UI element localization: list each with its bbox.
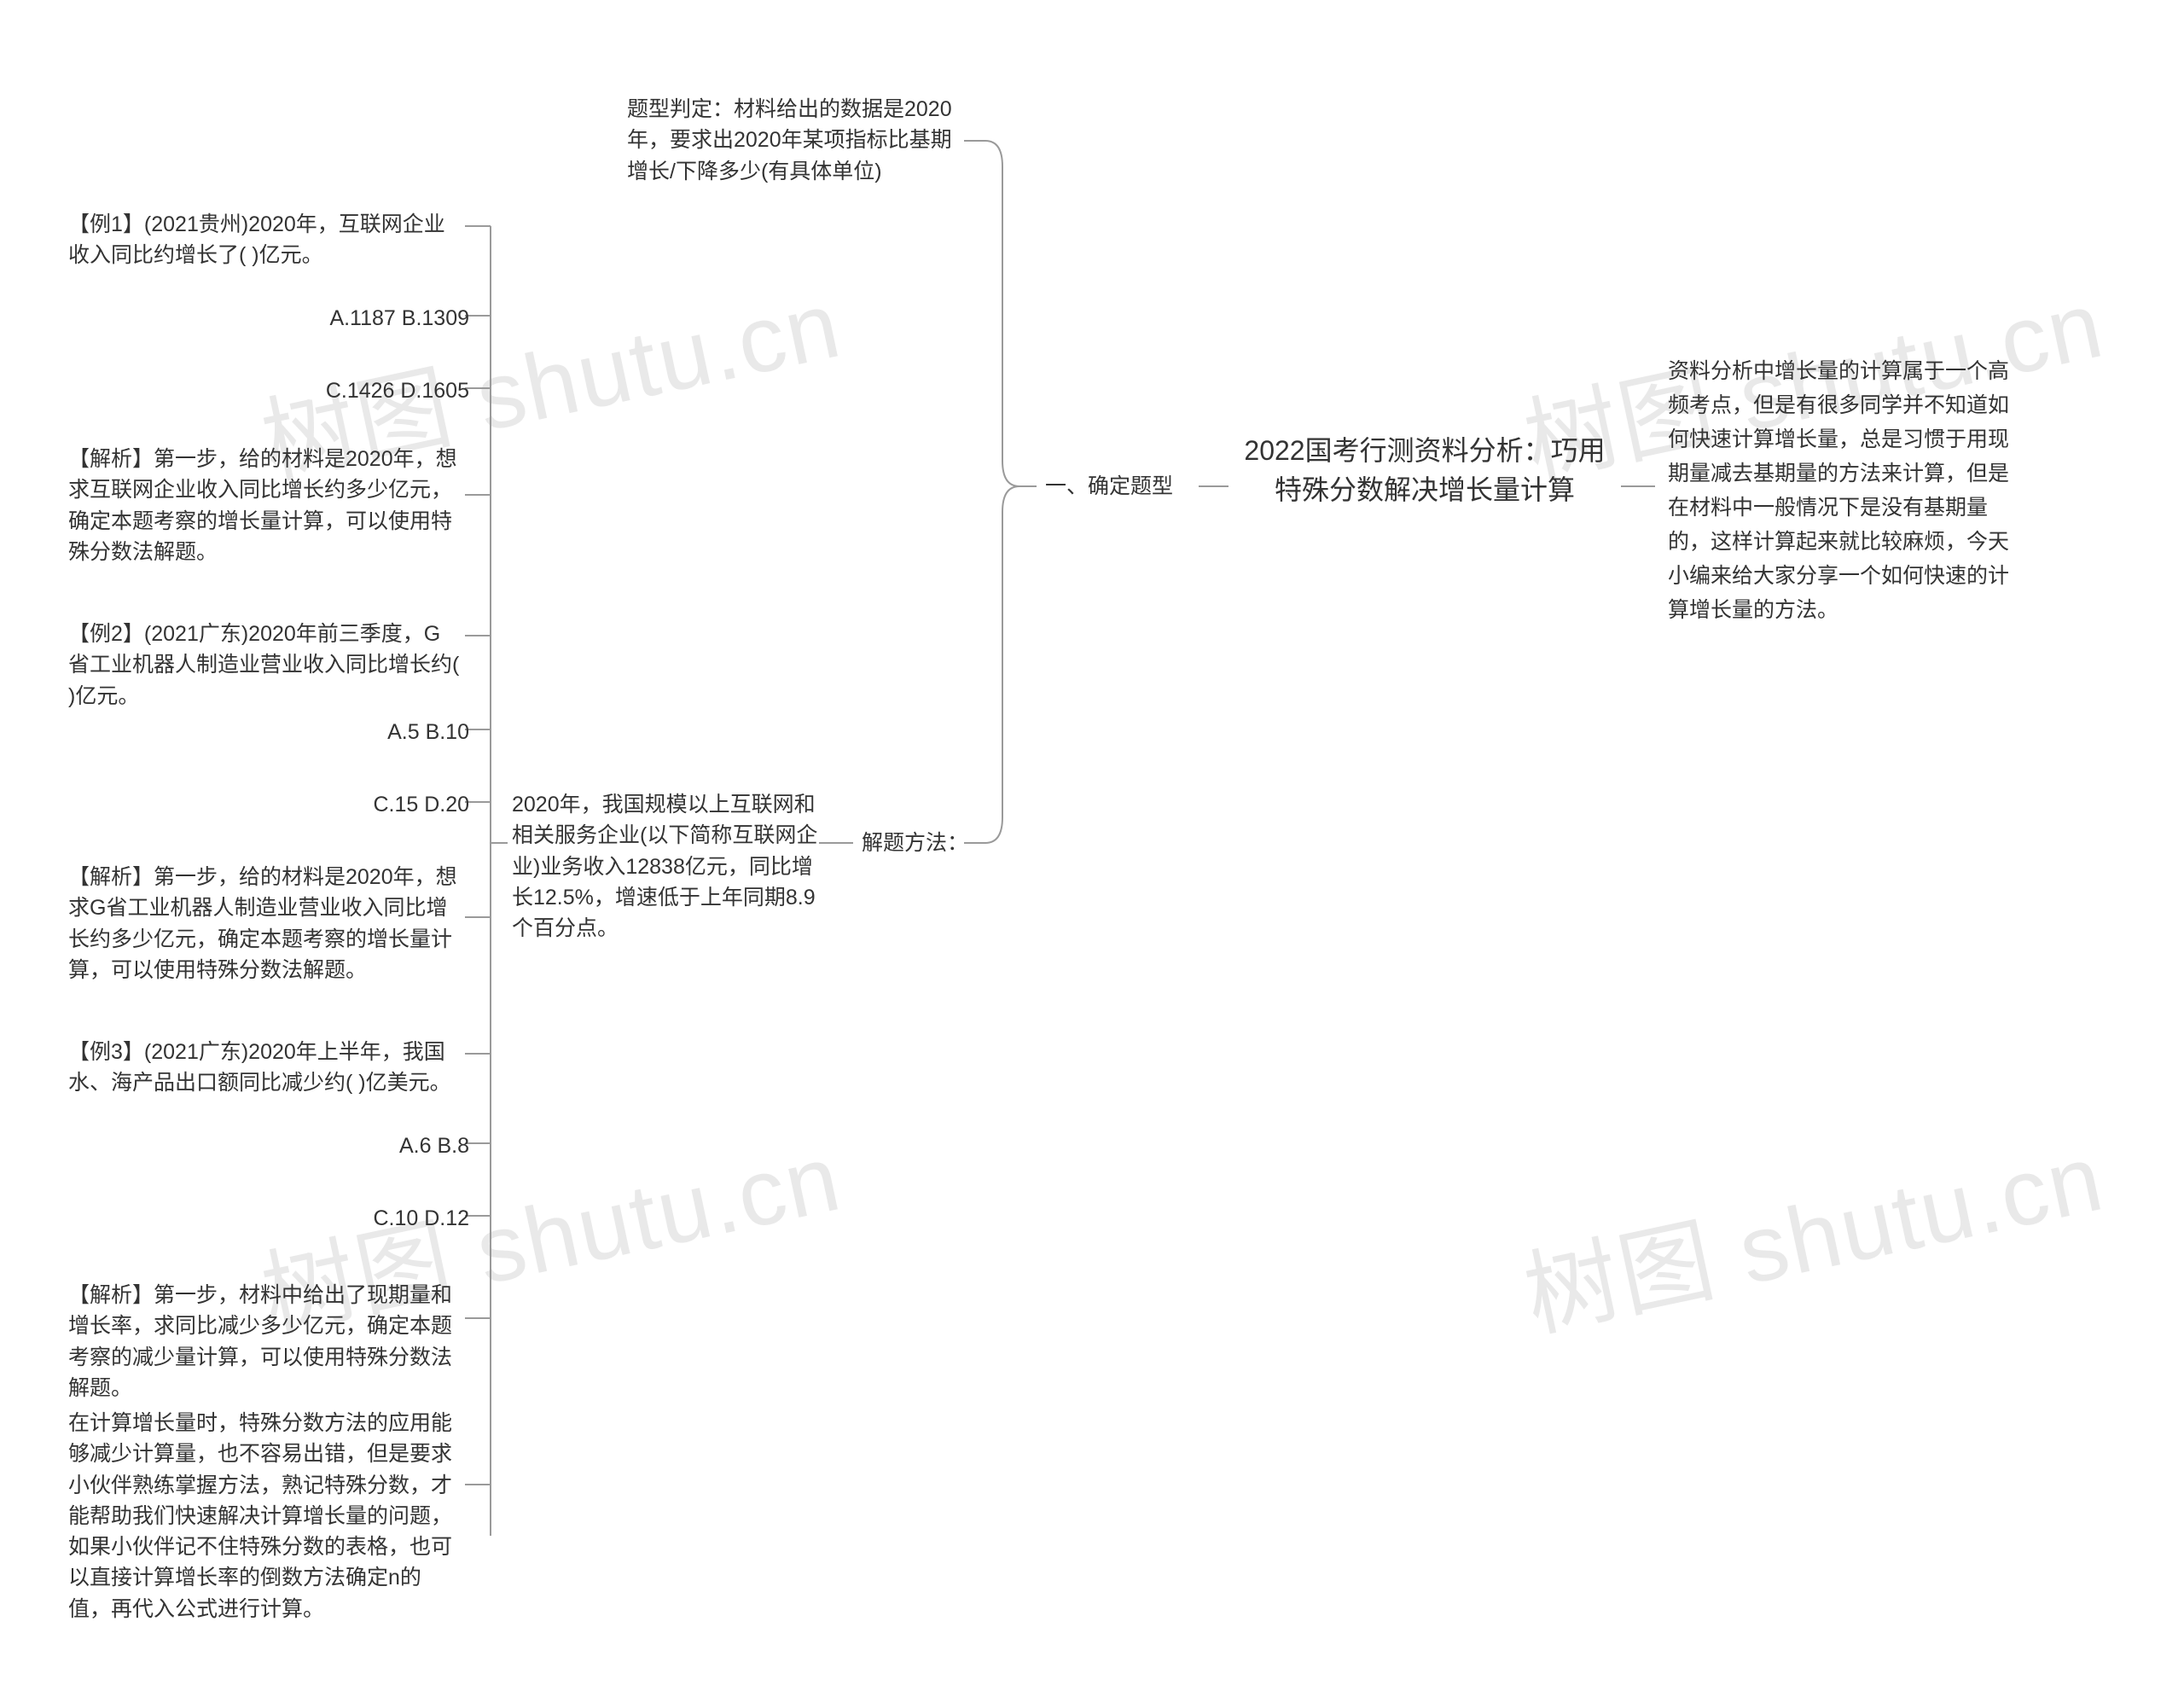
right-intro-paragraph: 资料分析中增长量的计算属于一个高频考点，但是有很多同学并不知道如何快速计算增长量… xyxy=(1668,354,2026,627)
footer-note: 在计算增长量时，特殊分数方法的应用能够减少计算量，也不容易出错，但是要求小伙伴熟… xyxy=(68,1408,461,1624)
solution-label: 解题方法： xyxy=(862,828,998,858)
ex3-options-1: A.6 B.8 xyxy=(375,1130,469,1161)
ex1-options-1: A.1187 B.1309 xyxy=(316,303,469,334)
ex1-options-2: C.1426 D.1605 xyxy=(316,375,469,406)
ex3-analysis: 【解析】第一步，材料中给出了现期量和增长率，求同比减少多少亿元，确定本题考察的减… xyxy=(68,1280,461,1404)
section-label: 一、确定题型 xyxy=(1045,471,1207,502)
ex2-options-2: C.15 D.20 xyxy=(367,789,469,820)
ex3-question: 【例3】(2021广东)2020年上半年，我国水、海产品出口额同比减少约( )亿… xyxy=(68,1037,461,1099)
center-title: 2022国考行测资料分析：巧用特殊分数解决增长量计算 xyxy=(1237,431,1612,510)
ex2-options-1: A.5 B.10 xyxy=(367,717,469,747)
watermark-4: 树图 shutu.cn xyxy=(1511,1101,2114,1357)
ex3-options-2: C.10 D.12 xyxy=(367,1203,469,1234)
ex2-question: 【例2】(2021广东)2020年前三季度，G省工业机器人制造业营业收入同比增长… xyxy=(68,619,461,712)
solution-context: 2020年，我国规模以上互联网和相关服务企业(以下简称互联网企业)业务收入128… xyxy=(512,789,819,944)
ex1-analysis: 【解析】第一步，给的材料是2020年，想求互联网企业收入同比增长约多少亿元，确定… xyxy=(68,444,461,567)
ex2-analysis: 【解析】第一步，给的材料是2020年，想求G省工业机器人制造业营业收入同比增长约… xyxy=(68,862,461,985)
type-judgement: 题型判定：材料给出的数据是2020年，要求出2020年某项指标比基期增长/下降多… xyxy=(627,94,960,187)
ex1-question: 【例1】(2021贵州)2020年，互联网企业收入同比约增长了( )亿元。 xyxy=(68,209,461,271)
